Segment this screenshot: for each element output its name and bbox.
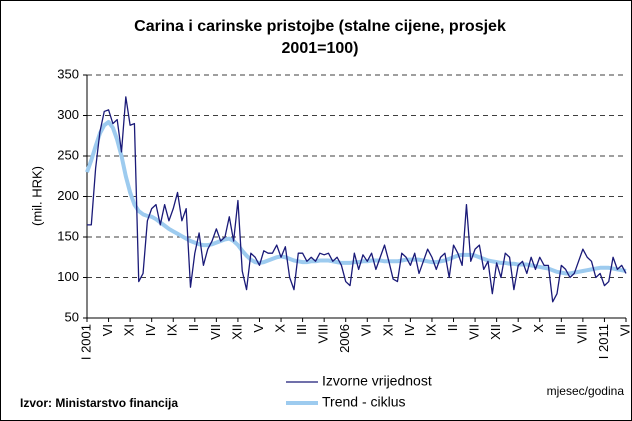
x-tick-label: 2006 (337, 324, 352, 353)
x-tick-label: III (294, 324, 309, 335)
legend-label: Izvorne vrijednost (322, 373, 432, 389)
y-axis-label: (mil. HRK) (29, 166, 44, 226)
y-tick-label: 200 (57, 188, 79, 203)
x-tick-label: III (553, 324, 568, 335)
x-tick-label: IX (423, 324, 438, 337)
x-tick-label: VI (359, 324, 374, 336)
x-tick-label: X (531, 324, 546, 333)
x-tick-label: VI (617, 324, 632, 336)
series-line (87, 96, 627, 303)
y-tick-label: 100 (57, 269, 79, 284)
y-tick-label: 50 (65, 309, 79, 324)
x-tick-label: I 2001 (78, 324, 93, 360)
x-tick-label: II (186, 324, 201, 331)
x-tick-label: V (510, 324, 525, 333)
x-tick-label: V (251, 324, 266, 333)
y-tick-label: 350 (57, 66, 79, 81)
x-tick-label: IV (402, 324, 417, 337)
x-tick-label: VI (100, 324, 115, 336)
source: Izvor: Ministarstvo financija (20, 396, 178, 410)
x-tick-label: II (445, 324, 460, 331)
series-line (85, 119, 627, 276)
x-tick-label: I 2011 (596, 324, 611, 359)
chart-title: Carina i carinske pristojbe (stalne cije… (134, 18, 506, 57)
y-tick-label: 250 (57, 147, 79, 162)
x-tick-label: XI (380, 324, 395, 336)
x-axis-label: mjesec/godina (547, 384, 625, 398)
x-tick-label: VIII (574, 324, 589, 344)
legend-label: Trend - ciklus (322, 394, 406, 410)
x-tick-label: XII (229, 324, 244, 340)
x-tick-label: XI (122, 324, 137, 336)
x-tick-label: IX (165, 324, 180, 337)
x-tick-label: VIII (316, 324, 331, 344)
y-tick-label: 150 (57, 228, 79, 243)
x-tick-label: XII (488, 324, 503, 340)
x-tick-label: IV (143, 324, 158, 337)
y-tick-label: 300 (57, 107, 79, 122)
x-tick-label: VII (208, 324, 223, 340)
x-tick-label: X (272, 324, 287, 333)
x-tick-label: VII (467, 324, 482, 340)
